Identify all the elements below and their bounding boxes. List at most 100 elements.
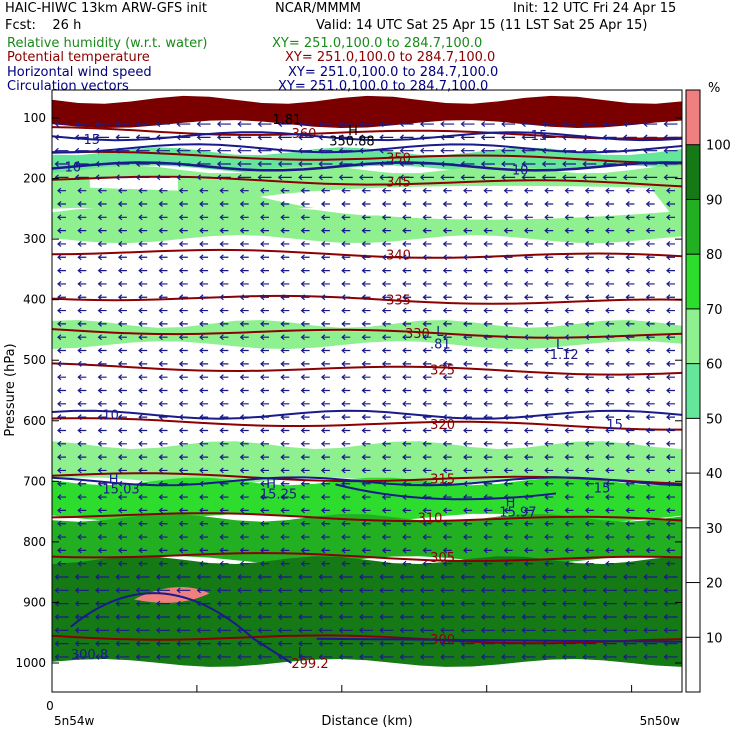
circulation-vector <box>582 600 597 607</box>
circulation-vector <box>521 627 536 634</box>
circulation-vector <box>645 307 655 314</box>
circulation-vector <box>666 494 675 501</box>
circulation-vector <box>422 254 432 261</box>
circulation-vector <box>280 254 290 261</box>
terrain-mask <box>52 666 682 692</box>
circulation-vector <box>117 374 127 381</box>
circulation-vector <box>280 387 290 394</box>
circulation-vector <box>178 414 188 421</box>
y-tick-label: 800 <box>23 535 46 549</box>
circulation-vector <box>239 201 249 207</box>
circulation-vector <box>237 121 252 128</box>
circulation-vector <box>544 480 554 487</box>
circulation-vector <box>320 227 330 234</box>
circulation-vector <box>280 347 290 354</box>
circulation-vector <box>280 374 290 381</box>
circulation-vector <box>544 534 554 541</box>
circulation-vector <box>117 480 127 487</box>
circulation-vector <box>361 387 371 394</box>
circulation-vector <box>381 254 391 261</box>
circulation-vector <box>381 374 391 381</box>
circulation-vector <box>523 454 533 461</box>
circulation-vector <box>320 440 330 447</box>
circulation-vector <box>442 334 452 341</box>
circulation-vector <box>277 640 292 647</box>
circulation-vector <box>158 267 168 274</box>
y-tick-label: 400 <box>23 293 46 307</box>
circulation-vector <box>338 134 353 141</box>
circulation-vector <box>300 494 310 501</box>
colorbar-band <box>686 308 700 364</box>
circulation-vector <box>260 507 269 514</box>
circulation-vector <box>176 574 191 580</box>
circulation-vector <box>501 161 516 167</box>
circulation-vector <box>260 334 269 341</box>
circulation-vector <box>523 414 533 421</box>
circulation-vector <box>361 374 371 381</box>
circulation-vector <box>399 587 414 594</box>
circulation-vector <box>521 600 536 607</box>
circulation-vector <box>503 187 513 194</box>
circulation-vector <box>178 494 188 501</box>
wind-speed-contour <box>316 637 682 643</box>
circulation-vector <box>605 320 615 327</box>
circulation-vector <box>643 653 658 660</box>
circulation-vector <box>501 653 516 660</box>
circulation-vector <box>645 440 655 447</box>
circulation-vector <box>361 334 371 341</box>
circulation-vector <box>463 414 472 421</box>
circulation-vector <box>422 520 432 527</box>
circulation-vector <box>582 161 597 167</box>
circulation-vector <box>480 574 495 580</box>
center-annotation: L <box>298 646 306 661</box>
circulation-vector <box>381 400 391 407</box>
circulation-vector <box>666 347 675 354</box>
circulation-vector <box>219 214 229 221</box>
circulation-vector <box>115 600 130 607</box>
circulation-vector <box>663 121 678 128</box>
circulation-vector <box>97 560 107 567</box>
circulation-vector <box>422 227 432 234</box>
colorbar-tick-label: 20 <box>706 577 723 592</box>
circulation-vector <box>196 627 211 634</box>
circulation-vector <box>196 574 211 580</box>
circulation-vector <box>300 280 310 287</box>
circulation-vector <box>381 360 391 367</box>
circulation-vector <box>501 640 516 647</box>
circulation-vector <box>663 614 678 620</box>
circulation-vector <box>663 653 678 660</box>
circulation-vector <box>381 267 391 274</box>
circulation-vector <box>622 614 637 620</box>
circulation-vector <box>318 121 333 128</box>
circulation-vector <box>422 280 432 287</box>
circulation-vector <box>158 187 168 194</box>
circulation-vector <box>199 534 209 541</box>
circulation-vector <box>237 174 252 181</box>
circulation-vector <box>666 227 675 234</box>
circulation-vector <box>57 507 66 514</box>
circulation-vector <box>645 267 655 274</box>
circulation-vector <box>138 294 148 301</box>
circulation-vector <box>643 587 658 594</box>
circulation-vector <box>277 147 292 154</box>
circulation-vector <box>399 627 414 634</box>
circulation-vector <box>320 494 330 501</box>
circulation-vector <box>666 254 675 261</box>
circulation-vector <box>666 294 675 301</box>
circulation-vector <box>402 294 412 301</box>
circulation-vector <box>158 480 168 487</box>
rh-gap <box>89 175 178 191</box>
circulation-vector <box>523 560 533 567</box>
circulation-vector <box>523 427 533 434</box>
circulation-vector <box>117 494 127 501</box>
circulation-vector <box>544 201 554 207</box>
circulation-vector <box>74 147 89 154</box>
circulation-vector <box>300 520 310 527</box>
init-time: Init: 12 UTC Fri 24 Apr 15 <box>513 1 677 16</box>
circulation-vector <box>379 614 394 620</box>
circulation-vector <box>260 320 269 327</box>
wind-speed-label: 15 <box>606 418 623 433</box>
x-axis-label: Distance (km) <box>321 714 412 729</box>
circulation-vector <box>422 294 432 301</box>
circulation-vector <box>97 520 107 527</box>
